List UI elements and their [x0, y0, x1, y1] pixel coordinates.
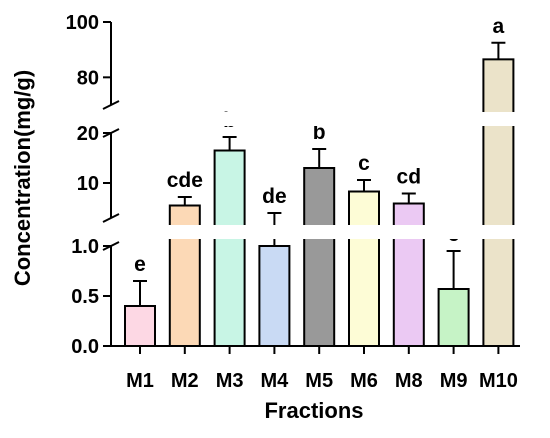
bar-m5	[303, 167, 336, 347]
axis-break-mark	[102, 241, 120, 251]
error-bar-m3	[222, 136, 237, 151]
error-bars	[133, 41, 506, 306]
error-bar-m1	[133, 280, 147, 306]
bar-m3	[213, 149, 246, 347]
x-tick-label-m6: M6	[350, 370, 378, 392]
axis-breaks	[102, 100, 533, 251]
significance-m5: b	[313, 121, 326, 144]
x-axis: M1 M2 M3 M4 M5 M6 M8 M9 M10	[111, 345, 520, 392]
bar-m4	[258, 245, 291, 347]
x-tick-label-m9: M9	[440, 370, 468, 392]
bar-m10	[482, 58, 515, 347]
bar-m9	[437, 288, 470, 347]
error-bar-m9	[446, 250, 461, 289]
x-tick-label-m10: M10	[479, 370, 518, 392]
bars	[124, 58, 515, 347]
significance-m4: de	[262, 185, 287, 208]
significance-m8: cd	[397, 166, 422, 189]
x-tick-label-m3: M3	[216, 370, 244, 392]
error-bar-m6	[357, 179, 371, 192]
x-tick-label-m1: M1	[126, 370, 154, 392]
y-tick-label: 80	[77, 67, 99, 89]
x-tick-label-m8: M8	[395, 370, 423, 392]
x-tick-label-m4: M4	[261, 370, 290, 392]
axis-break-mark	[102, 128, 120, 138]
y-tick-label: 0.5	[71, 286, 99, 308]
error-bar-m2	[177, 196, 192, 206]
bar-m1	[124, 305, 156, 347]
x-axis-title: Fractions	[264, 398, 363, 423]
x-tick-label-m2: M2	[171, 370, 199, 392]
y-tick-label: 1.0	[71, 236, 99, 258]
y-tick-label: 20	[77, 123, 99, 145]
error-bar-m10	[491, 41, 506, 60]
axis-break-mark	[102, 213, 120, 223]
axis-break-mark	[102, 100, 120, 110]
y-tick-label: 0.0	[71, 336, 99, 358]
error-bar-m8	[401, 192, 416, 204]
axis-break-band	[113, 225, 533, 239]
y-tick-label: 100	[66, 12, 99, 34]
bar-m6	[348, 190, 380, 347]
significance-m10: a	[493, 15, 505, 38]
y-axis: 0.0 0.5 1.0 10 20 80 100	[66, 12, 112, 358]
axis-break-band	[113, 112, 533, 126]
error-bar-m5	[312, 148, 327, 168]
significance-m6: c	[358, 152, 370, 175]
significance-m1: e	[134, 253, 146, 276]
significance-m2: cde	[167, 169, 203, 192]
y-tick-label: 10	[77, 173, 99, 195]
y-axis-title: Concentration(mg/g)	[10, 70, 35, 286]
x-tick-label-m5: M5	[305, 370, 333, 392]
bar-m8	[392, 202, 425, 347]
